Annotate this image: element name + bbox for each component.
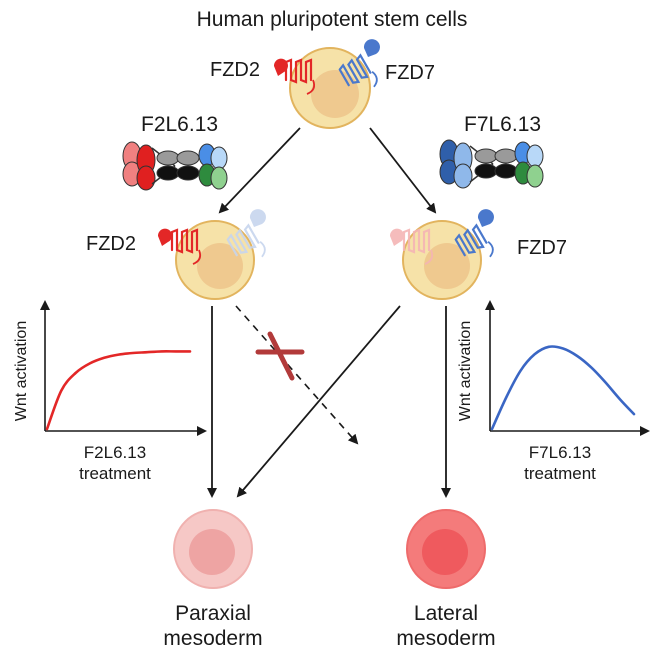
fzd2-receptor-faded-mid bbox=[389, 228, 434, 266]
right-plot-line bbox=[490, 345, 636, 431]
fzd7-receptor-top bbox=[337, 39, 382, 99]
arrow-fzd7-to-paraxial bbox=[236, 305, 401, 498]
right-plot-xlabel-line1: F7L6.13 bbox=[528, 443, 592, 462]
arrow-to-fzd2-cell bbox=[218, 127, 301, 214]
fzd7-receptor-mid bbox=[453, 209, 498, 269]
f2l613-ligand-icon bbox=[122, 141, 228, 191]
f7l613-ligand-icon bbox=[439, 139, 544, 189]
f2l613-label: F2L6.13 bbox=[141, 113, 219, 136]
arrow-to-fzd7-cell bbox=[369, 127, 437, 214]
left-plot-xlabel-line2: treatment bbox=[79, 464, 151, 483]
lateral-line1: Lateral bbox=[413, 602, 479, 625]
fzd2-receptor-top bbox=[273, 58, 316, 96]
fzd7-label-top: FZD7 bbox=[385, 62, 435, 84]
right-plot-xlabel: F7L6.13 treatment bbox=[505, 442, 615, 484]
right-plot-ylabel: Wnt activation bbox=[457, 320, 474, 422]
left-plot-axes bbox=[40, 300, 207, 436]
f7l613-label: F7L6.13 bbox=[464, 113, 542, 136]
paraxial-line1: Paraxial bbox=[175, 602, 251, 625]
left-plot-xlabel-line1: F2L6.13 bbox=[83, 443, 147, 462]
right-plot-axes bbox=[485, 300, 650, 436]
fzd7-receptor-faded-mid bbox=[225, 209, 270, 269]
lateral-mesoderm-label: Lateral mesoderm bbox=[386, 601, 506, 651]
diagram-title: Human pluripotent stem cells bbox=[196, 8, 468, 31]
paraxial-mesoderm-label: Paraxial mesoderm bbox=[153, 601, 273, 651]
lateral-mesoderm-cell bbox=[406, 509, 486, 589]
paraxial-line2: mesoderm bbox=[163, 627, 263, 650]
lateral-line2: mesoderm bbox=[396, 627, 496, 650]
right-plot-xlabel-line2: treatment bbox=[524, 464, 596, 483]
fzd7-label-mid: FZD7 bbox=[517, 237, 567, 259]
blocked-arrow-fzd2-to-lateral bbox=[235, 305, 359, 445]
fzd2-label-mid: FZD2 bbox=[86, 233, 136, 255]
left-plot-line bbox=[45, 350, 192, 431]
fzd2-label-top: FZD2 bbox=[210, 59, 260, 81]
left-plot-xlabel: F2L6.13 treatment bbox=[60, 442, 170, 484]
paraxial-mesoderm-cell bbox=[173, 509, 253, 589]
block-cross-icon bbox=[255, 331, 305, 381]
left-plot-ylabel: Wnt activation bbox=[13, 320, 30, 422]
fzd2-receptor-mid bbox=[157, 228, 202, 266]
